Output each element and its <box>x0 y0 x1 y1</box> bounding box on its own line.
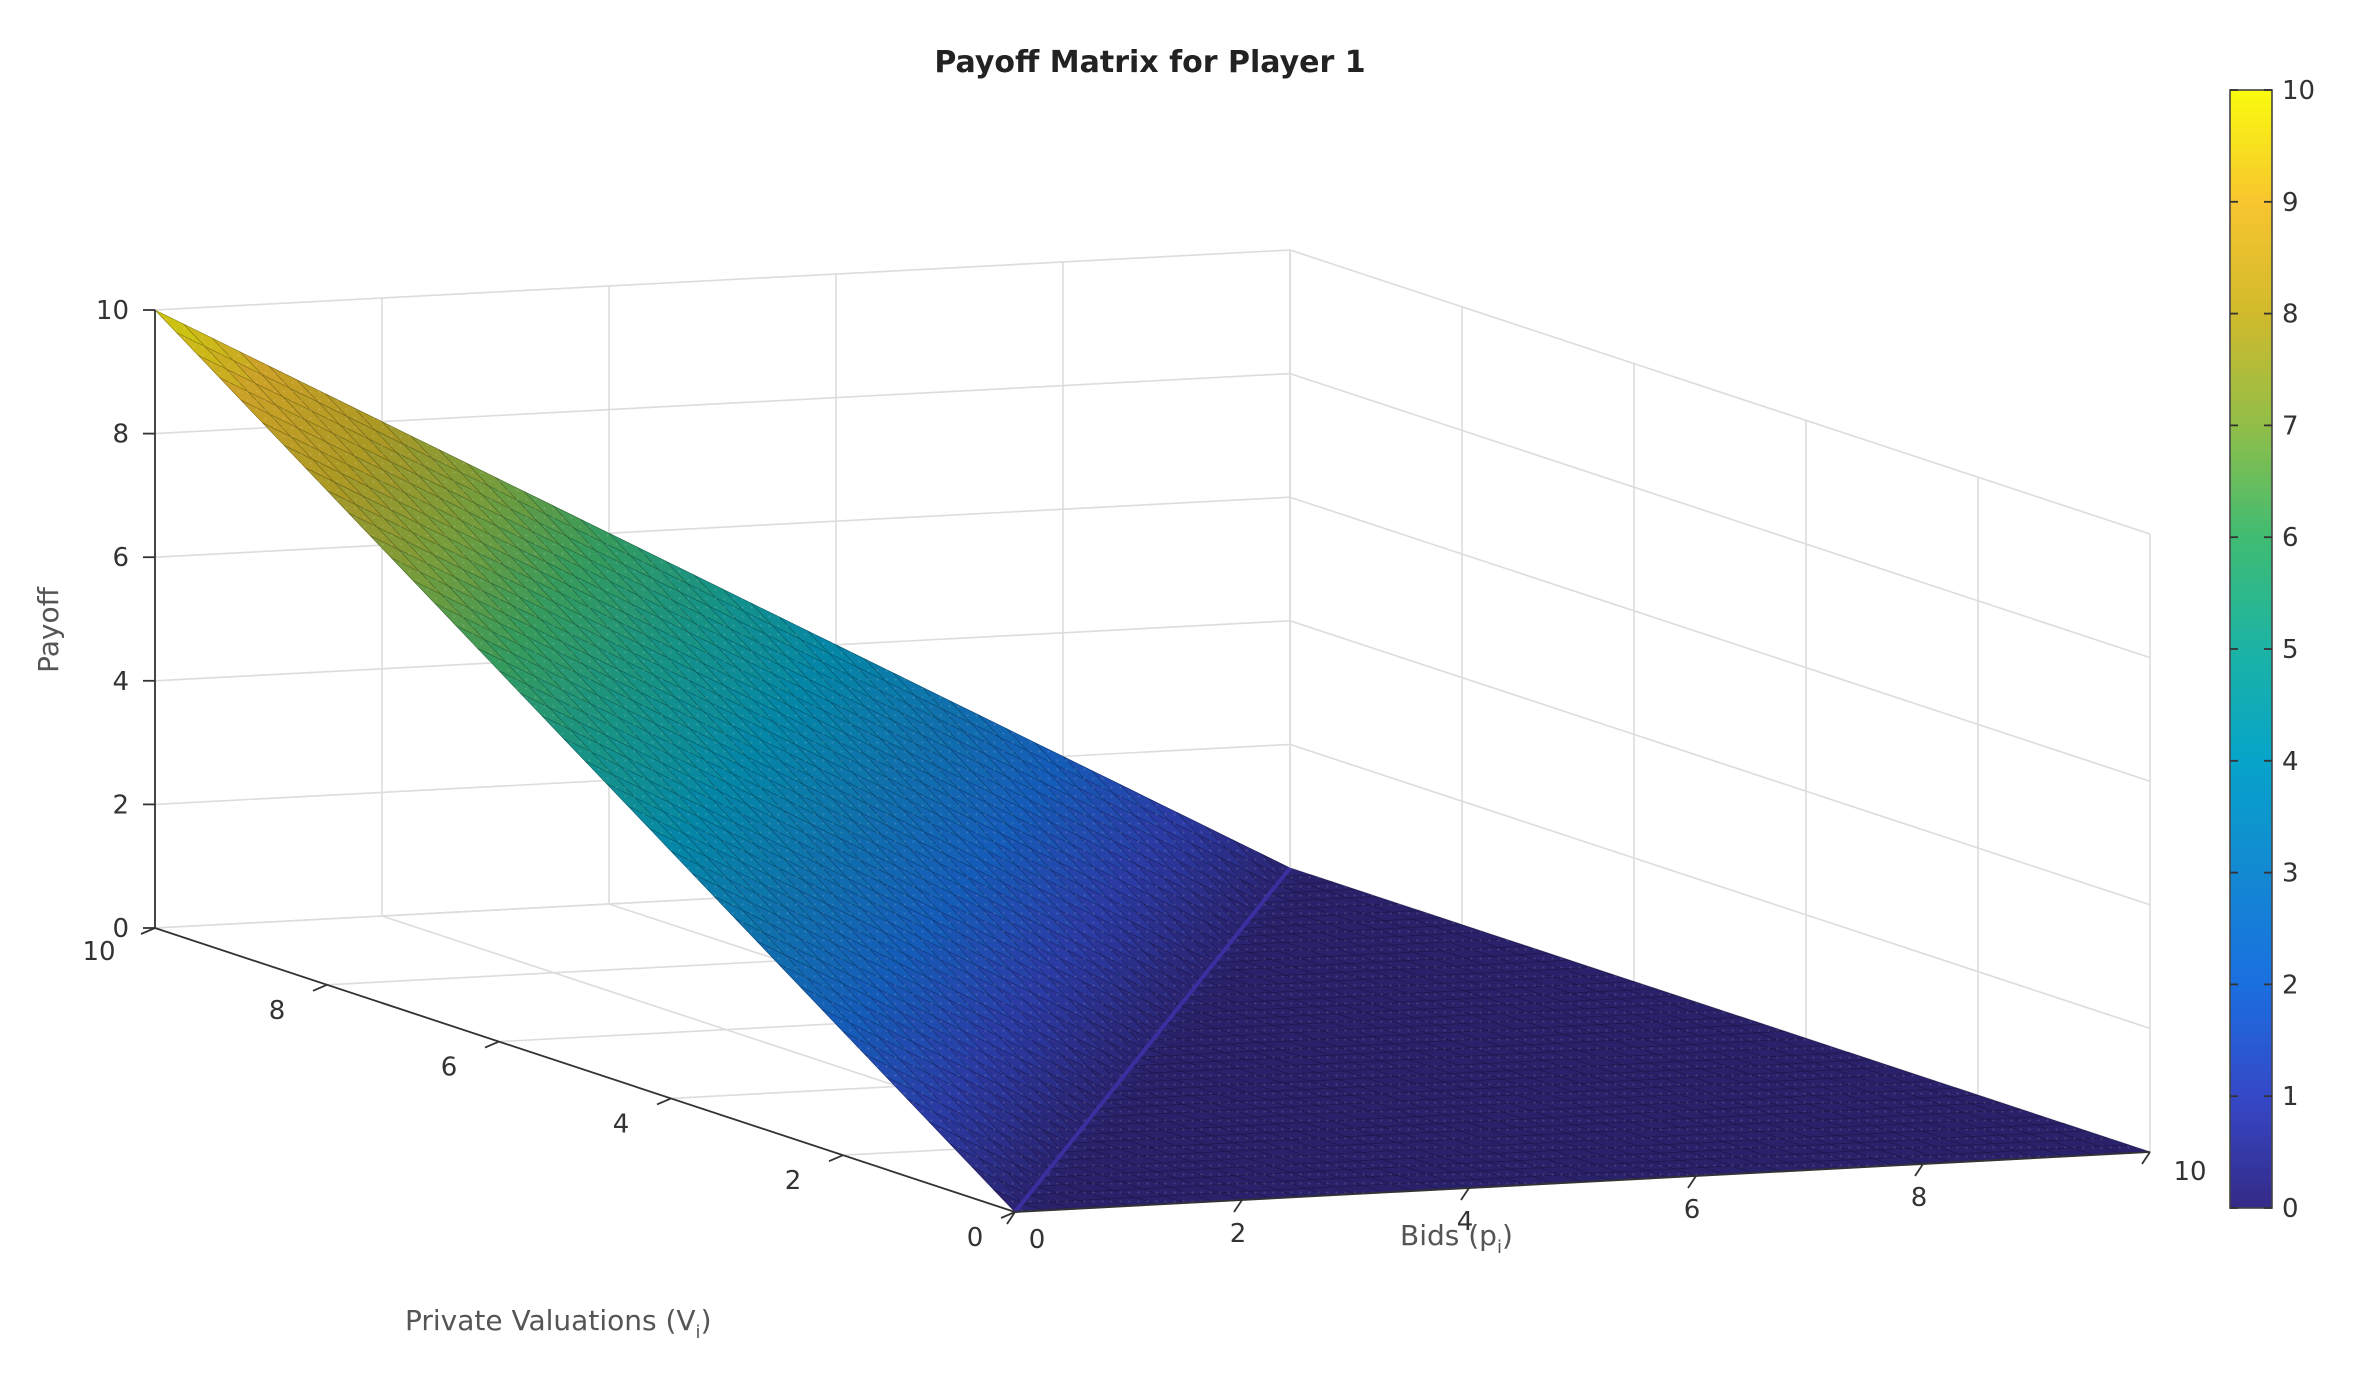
y-axis-label: Private Valuations (Vi) <box>405 1304 712 1343</box>
z-axis-label: Payoff <box>32 586 65 672</box>
x-axis-label-main: Bids (p <box>1400 1219 1497 1252</box>
grid-line-back-wall-horizontal <box>154 496 1291 558</box>
colorbar-tick-label: 7 <box>2282 411 2299 441</box>
y-tick-label: 0 <box>967 1223 984 1253</box>
surface-crease-line <box>1013 866 1292 1214</box>
colorbar-tick-label: 5 <box>2282 635 2299 665</box>
colorbar-tick-label: 6 <box>2282 523 2299 553</box>
z-tick-label: 10 <box>96 296 129 326</box>
x-tick-label: 8 <box>1911 1183 1928 1213</box>
z-tick-label: 2 <box>112 790 129 820</box>
x-tick-mark <box>1233 1199 1243 1213</box>
x-tick-mark <box>1914 1163 1924 1177</box>
x-tick-mark <box>1460 1187 1470 1201</box>
x-tick-label: 0 <box>1029 1225 1046 1255</box>
x-axis-label-close: ) <box>1502 1219 1513 1252</box>
y-tick-label: 10 <box>82 937 115 967</box>
colorbar-tick-label: 3 <box>2282 859 2299 889</box>
x-tick-label: 10 <box>2173 1157 2206 1187</box>
x-axis-label: Bids (pi) <box>1400 1219 1513 1258</box>
x-tick-mark <box>1006 1211 1016 1225</box>
y-tick-mark <box>656 1097 672 1106</box>
colorbar-tick-label: 2 <box>2282 970 2299 1000</box>
x-tick-label: 6 <box>1684 1195 1701 1225</box>
x-tick-label: 4 <box>1457 1207 1474 1237</box>
y-tick-label: 6 <box>441 1053 458 1083</box>
grid-line-side-wall-horizontal <box>1289 743 2151 1030</box>
x-axis-label-sub: i <box>1497 1237 1502 1258</box>
surface-mesh-texture <box>155 310 2150 1212</box>
colorbar-tick-label: 9 <box>2282 188 2299 218</box>
y-axis-label-main: Private Valuations (V <box>405 1304 696 1337</box>
axis-labels: Payoff Matrix for Player 1 Payoff Bids (… <box>32 45 1513 1343</box>
z-tick-label: 8 <box>112 420 129 450</box>
colorbar-tick-label: 1 <box>2282 1082 2299 1112</box>
z-tick-label: 6 <box>112 543 129 573</box>
surface-mesh <box>154 309 2151 1214</box>
grid-line-side-wall-horizontal <box>1289 249 2151 535</box>
colorbar-tick-label: 4 <box>2282 747 2299 777</box>
y-tick-label: 8 <box>269 996 286 1026</box>
y-tick-label: 2 <box>785 1166 802 1196</box>
colorbar-tick-label: 10 <box>2282 76 2315 106</box>
y-tick-mark <box>484 1040 500 1049</box>
grid-line-side-wall-horizontal <box>1289 372 2151 659</box>
x-tick-mark <box>1687 1175 1697 1189</box>
y-tick-mark <box>828 1154 844 1163</box>
y-tick-mark <box>312 983 328 992</box>
y-axis-line <box>154 927 1016 1213</box>
chart-title: Payoff Matrix for Player 1 <box>934 45 1365 80</box>
grid-line-back-wall-horizontal <box>154 249 1291 311</box>
grid-line-side-wall-horizontal <box>1289 620 2151 906</box>
colorbar-tick-label: 8 <box>2282 300 2299 330</box>
z-tick-label: 0 <box>112 914 129 944</box>
x-axis-line <box>1014 1151 2151 1213</box>
y-axis-label-close: ) <box>701 1304 712 1337</box>
colorbar: 0 1 2 3 4 5 6 7 8 9 10 <box>2229 76 2315 1224</box>
colorbar-tick-label: 0 <box>2282 1194 2299 1224</box>
y-tick-mark <box>1000 1211 1016 1219</box>
y-tick-mark <box>140 927 156 935</box>
y-tick-label: 4 <box>613 1109 630 1139</box>
x-tick-mark <box>2141 1151 2151 1165</box>
grid-line-side-wall-horizontal <box>1289 496 2151 782</box>
y-axis-label-sub: i <box>696 1322 701 1343</box>
z-tick-label: 4 <box>112 667 129 697</box>
x-tick-label: 2 <box>1230 1219 1247 1249</box>
